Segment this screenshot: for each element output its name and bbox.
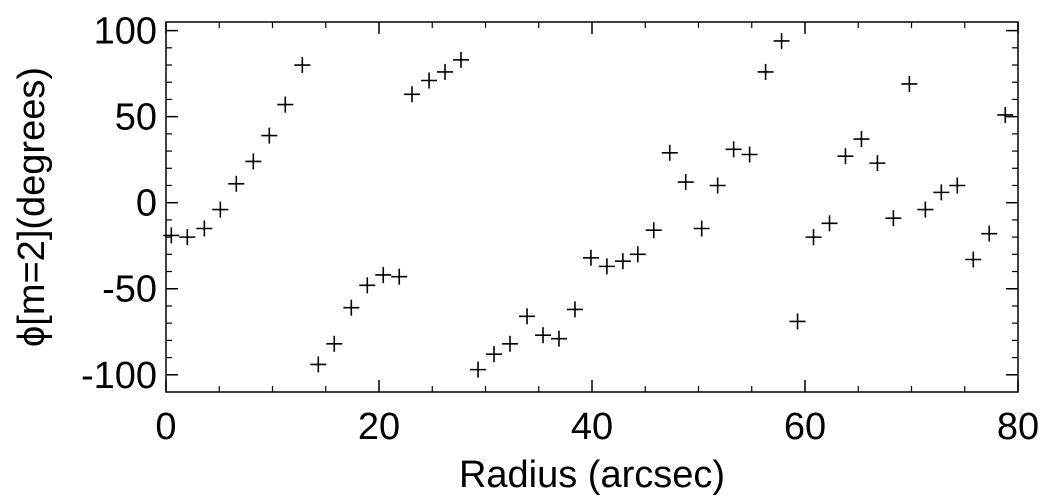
data-point xyxy=(453,51,470,68)
data-point xyxy=(535,327,552,344)
tick-labels: 0 20 40 60 80 -100 -50 0 50 100 xyxy=(81,11,1039,448)
data-point xyxy=(245,153,262,170)
y-tick-label: -100 xyxy=(81,355,157,397)
data-point xyxy=(933,184,950,201)
data-point xyxy=(437,63,454,80)
data-point xyxy=(277,96,294,113)
data-point xyxy=(693,220,710,237)
data-point xyxy=(261,127,278,144)
data-point xyxy=(326,335,343,352)
data-point xyxy=(598,258,615,275)
y-tick-label: 50 xyxy=(115,97,157,139)
data-point xyxy=(997,106,1014,123)
data-point xyxy=(741,146,758,163)
data-point xyxy=(885,210,902,227)
x-tick-label: 40 xyxy=(571,406,613,448)
data-point xyxy=(805,229,822,246)
data-point xyxy=(853,131,870,148)
data-point xyxy=(917,201,934,218)
data-point xyxy=(212,201,229,218)
data-point xyxy=(486,346,503,363)
y-tick-label: 100 xyxy=(94,11,157,53)
data-point xyxy=(375,266,392,283)
data-point xyxy=(645,222,662,239)
data-point xyxy=(725,141,742,158)
data-point xyxy=(470,361,487,378)
data-point xyxy=(501,335,518,352)
data-point xyxy=(404,86,421,103)
x-tick-label: 80 xyxy=(997,406,1039,448)
data-point xyxy=(709,177,726,194)
data-point xyxy=(519,308,536,325)
data-point xyxy=(789,313,806,330)
x-tick-label: 60 xyxy=(784,406,826,448)
y-axis-title: ϕ[m=2](degrees) xyxy=(11,67,53,347)
data-point xyxy=(837,148,854,165)
data-point xyxy=(391,268,408,285)
data-point xyxy=(901,75,918,92)
data-point xyxy=(582,249,599,266)
data-point xyxy=(179,229,196,246)
data-point xyxy=(677,174,694,191)
data-point xyxy=(163,227,180,244)
data-point xyxy=(566,301,583,318)
data-point xyxy=(821,215,838,232)
data-points xyxy=(163,32,1014,378)
x-tick-label: 0 xyxy=(155,406,176,448)
axis-ticks xyxy=(165,22,1019,392)
plot-frame xyxy=(165,21,1019,393)
data-point xyxy=(661,144,678,161)
y-tick-label: -50 xyxy=(102,269,157,311)
data-point xyxy=(869,155,886,172)
data-point xyxy=(294,57,311,74)
data-point xyxy=(550,330,567,347)
data-point xyxy=(359,277,376,294)
data-point xyxy=(773,32,790,49)
data-point xyxy=(310,356,327,373)
data-point xyxy=(343,299,360,316)
data-point xyxy=(614,253,631,270)
data-point xyxy=(949,177,966,194)
x-tick-label: 20 xyxy=(358,406,400,448)
data-point xyxy=(228,175,245,192)
data-point xyxy=(757,63,774,80)
x-axis-title: Radius (arcsec) xyxy=(459,454,725,496)
data-point xyxy=(965,251,982,268)
data-point xyxy=(981,225,998,242)
y-tick-label: 0 xyxy=(136,183,157,225)
data-point xyxy=(421,72,438,89)
data-point xyxy=(196,220,213,237)
data-point xyxy=(629,246,646,263)
